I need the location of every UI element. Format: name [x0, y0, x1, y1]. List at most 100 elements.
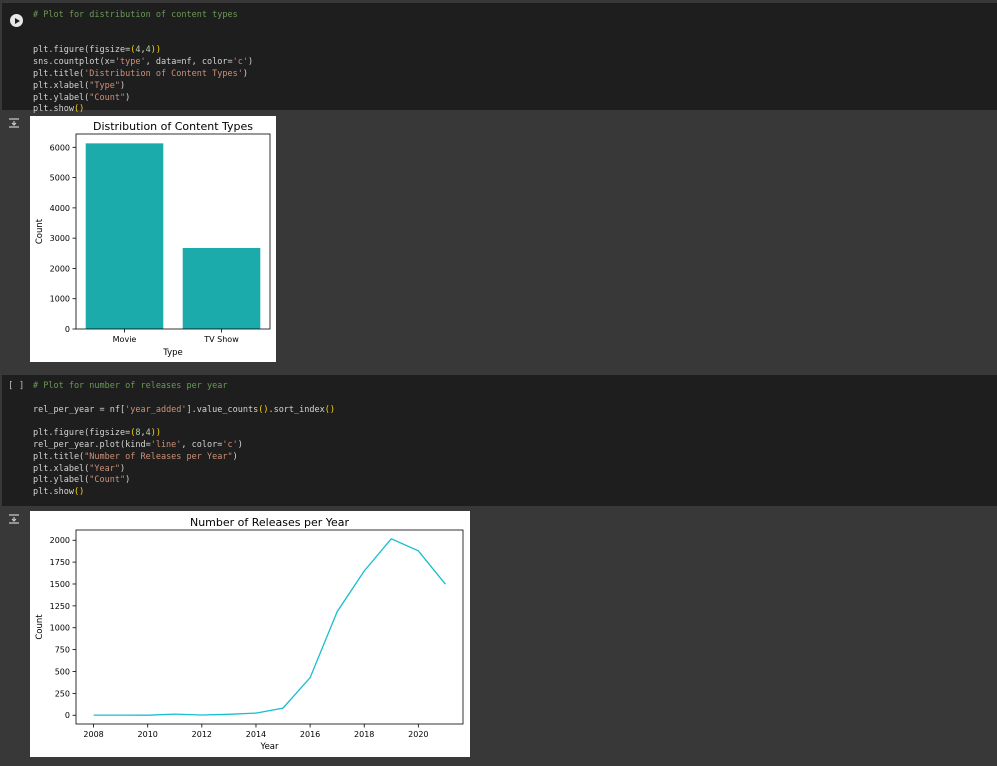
- code-cell-2[interactable]: [ ] # Plot for number of releases per ye…: [2, 375, 997, 506]
- chart-title: Distribution of Content Types: [93, 120, 253, 133]
- bar-chart-svg: Distribution of Content Types Movie TV Sho…: [35, 120, 271, 358]
- code-token: sns.countplot(x=: [33, 57, 115, 68]
- code-line: [33, 393, 335, 405]
- code-line: plt.xlabel("Type"): [33, 81, 253, 93]
- code-token: # Plot for number of releases per year: [33, 381, 228, 391]
- code-token: (): [258, 404, 269, 415]
- code-token: ].value_counts: [186, 404, 259, 415]
- code-token: "Count": [89, 475, 126, 486]
- series-line-releases: [93, 538, 446, 716]
- code-token: plt.ylabel(: [33, 92, 90, 103]
- output-toggle-icon[interactable]: [8, 117, 20, 129]
- y-tick-label: 6000: [50, 143, 70, 152]
- code-line: [33, 34, 253, 46]
- code-token: ): [125, 92, 131, 103]
- y-tick-label: 1000: [50, 624, 70, 633]
- chart-title: Number of Releases per Year: [190, 516, 350, 529]
- y-axis-label: Count: [35, 218, 45, 244]
- y-tick-label: 3000: [50, 234, 70, 243]
- code-line: # Plot for distribution of content types: [33, 10, 253, 22]
- code-editor-1[interactable]: # Plot for distribution of content types…: [33, 10, 253, 116]
- code-line: plt.ylabel("Count"): [33, 475, 335, 487]
- code-token: (): [324, 404, 335, 415]
- y-tick-label: 2000: [50, 264, 70, 273]
- code-token: 8: [135, 428, 141, 439]
- x-axis-label: Type: [162, 348, 183, 358]
- code-token: plt.xlabel(: [33, 463, 90, 474]
- code-line: plt.title("Number of Releases per Year"): [33, 452, 335, 464]
- plot-frame: [75, 133, 271, 330]
- x-tick-label: 2020: [408, 730, 428, 739]
- y-tick-label: 1750: [50, 558, 70, 567]
- code-token: ): [232, 451, 238, 462]
- code-token: ): [150, 45, 156, 56]
- code-line: [33, 22, 253, 34]
- code-token: , color=: [181, 439, 223, 450]
- code-line: plt.title('Distribution of Content Types…: [33, 69, 253, 81]
- y-tick-label: 500: [55, 667, 70, 676]
- code-line: plt.figure(figsize=(4,4)): [33, 45, 253, 57]
- y-axis-label: Count: [35, 614, 45, 640]
- execution-count: [ ]: [8, 381, 25, 391]
- code-token: plt.figure(figsize=: [33, 45, 131, 56]
- code-token: (): [73, 104, 85, 115]
- bar-tv-show: [182, 247, 261, 329]
- code-token: .sort_index: [268, 404, 325, 415]
- code-line: [33, 416, 335, 428]
- code-token: 'year_added': [125, 404, 187, 415]
- x-tick-label: 2010: [138, 730, 158, 739]
- x-axis-label: Year: [260, 742, 280, 752]
- code-cell-1[interactable]: # Plot for distribution of content types…: [2, 3, 997, 114]
- plot-frame: [75, 529, 464, 725]
- figure-bar-chart: Distribution of Content Types Movie TV Sho…: [30, 116, 276, 362]
- code-token: plt.xlabel(: [33, 80, 90, 91]
- x-tick-label: TV Show: [203, 335, 239, 344]
- code-token: (): [73, 487, 85, 498]
- code-token: ): [120, 80, 126, 91]
- y-tick-label: 1000: [50, 295, 70, 304]
- code-token: ): [155, 428, 161, 439]
- code-token: # Plot for distribution of content types: [33, 10, 238, 20]
- code-token: plt.figure(figsize=: [33, 428, 131, 439]
- code-line: sns.countplot(x='type', data=nf, color='…: [33, 57, 253, 69]
- x-tick-label: 2016: [300, 730, 320, 739]
- code-token: , data=nf, color=: [145, 57, 233, 68]
- code-token: 4: [135, 45, 141, 56]
- code-line: rel_per_year = nf['year_added'].value_co…: [33, 405, 335, 417]
- code-token: (: [130, 45, 136, 56]
- code-token: ,: [140, 45, 146, 56]
- code-token: plt.show: [33, 104, 74, 115]
- output-toggle-icon[interactable]: [8, 513, 20, 525]
- code-token: "Number of Releases per Year": [84, 451, 233, 462]
- code-token: rel_per_year = nf[: [33, 404, 126, 415]
- y-tick-label: 2000: [50, 536, 70, 545]
- code-token: ): [242, 68, 248, 79]
- code-token: ): [155, 45, 161, 56]
- code-token: ): [237, 439, 243, 450]
- code-token: plt.title(: [33, 68, 85, 79]
- y-tick-label: 750: [55, 646, 70, 655]
- code-token: 'type': [114, 57, 146, 68]
- code-token: ): [150, 428, 156, 439]
- code-token: ): [120, 463, 126, 474]
- code-token: 'c': [222, 439, 238, 450]
- code-token: "Count": [89, 92, 126, 103]
- y-tick-label: 0: [65, 711, 70, 720]
- x-tick-label: 2014: [246, 730, 266, 739]
- code-line: plt.show(): [33, 104, 253, 116]
- code-token: rel_per_year.plot(kind=: [33, 439, 151, 450]
- bar-movie: [85, 143, 164, 329]
- code-line: plt.show(): [33, 487, 335, 499]
- y-tick-label: 0: [65, 325, 70, 334]
- code-token: 4: [145, 45, 151, 56]
- y-tick-label: 250: [55, 689, 70, 698]
- code-token: ,: [140, 428, 146, 439]
- code-token: plt.title(: [33, 451, 85, 462]
- code-token: 4: [145, 428, 151, 439]
- code-editor-2[interactable]: # Plot for number of releases per year re…: [33, 381, 335, 499]
- code-token: "Year": [89, 463, 121, 474]
- code-line: plt.figure(figsize=(8,4)): [33, 428, 335, 440]
- code-token: plt.ylabel(: [33, 475, 90, 486]
- run-cell-button[interactable]: [10, 14, 23, 27]
- code-line: # Plot for number of releases per year: [33, 381, 335, 393]
